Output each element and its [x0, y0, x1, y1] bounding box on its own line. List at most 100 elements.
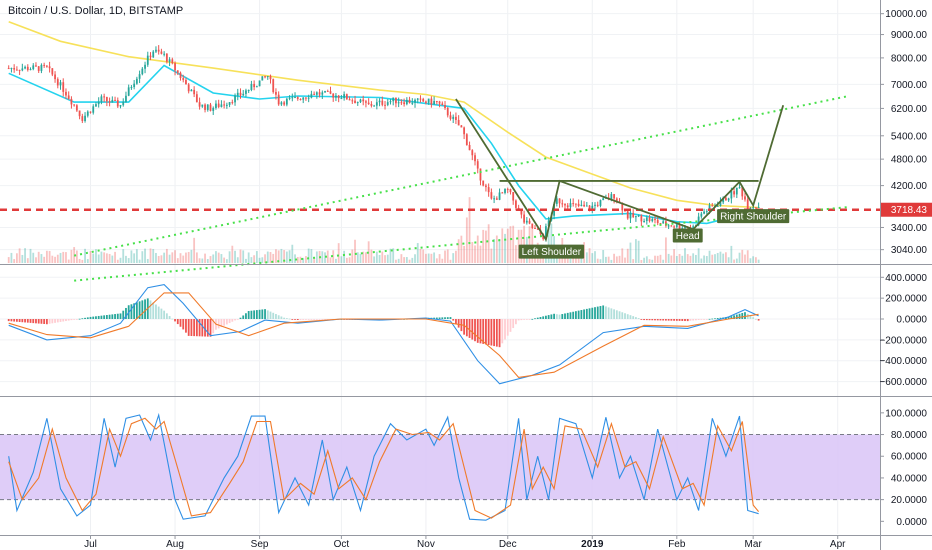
candle-body: [225, 104, 228, 106]
candle-body: [51, 68, 54, 75]
pattern-label: Head: [676, 231, 700, 242]
candle-body: [100, 96, 103, 102]
macd-histogram-bar: [626, 314, 629, 320]
candle-body: [313, 93, 316, 95]
volume-bar: [512, 225, 515, 263]
macd-histogram-bar: [198, 319, 201, 337]
candle-body: [187, 84, 190, 92]
volume-bar: [599, 259, 602, 263]
macd-histogram-bar: [217, 319, 220, 329]
volume-bar: [37, 251, 40, 263]
macd-histogram-bar: [610, 308, 613, 320]
volume-bar: [605, 256, 607, 263]
volume-bar: [329, 257, 332, 263]
macd-histogram-bar: [313, 319, 316, 320]
candle-body: [48, 66, 51, 69]
candle-body: [659, 223, 662, 225]
stochastic-tick-label: 40.0000: [891, 473, 928, 484]
volume-bar: [288, 250, 291, 263]
macd-histogram-bar: [160, 308, 163, 320]
volume-bar: [351, 249, 354, 263]
candle-body: [10, 68, 13, 70]
candle-body: [722, 197, 725, 203]
candle-body: [520, 209, 523, 215]
candle-body: [255, 86, 258, 88]
volume-bar: [635, 239, 637, 263]
macd-histogram-bar: [539, 317, 542, 320]
volume-bar: [575, 255, 577, 263]
candle-body: [389, 101, 392, 103]
volume-bar: [114, 251, 116, 263]
macd-histogram-bar: [51, 319, 54, 324]
volume-bar: [43, 256, 46, 263]
candle-body: [427, 98, 430, 103]
volume-bar: [384, 255, 386, 263]
candle-body: [501, 192, 504, 194]
macd-histogram-bar: [594, 307, 596, 320]
macd-histogram-bar: [193, 319, 196, 337]
volume-bar: [13, 259, 16, 263]
volume-bar: [62, 251, 65, 263]
volume-bar: [591, 253, 594, 263]
candle-body: [78, 110, 81, 117]
x-axis-tick-label: Nov: [417, 539, 435, 550]
macd-tick-label: −200.0000: [879, 335, 927, 346]
x-axis-tick-label: Aug: [166, 539, 184, 550]
candle-body: [512, 192, 515, 201]
volume-bar: [228, 251, 231, 263]
grid: [0, 0, 880, 534]
volume-bar: [340, 256, 343, 263]
macd-histogram-bar: [719, 317, 722, 320]
volume-bar: [195, 252, 198, 263]
macd-histogram-bar: [275, 314, 277, 320]
candle-body: [757, 207, 760, 209]
candle-body: [310, 93, 313, 98]
macd-histogram-bar: [754, 318, 757, 320]
candle-body: [716, 205, 719, 207]
candle-body: [223, 104, 226, 106]
candle-body: [746, 199, 749, 209]
candle-body: [275, 92, 277, 95]
macd-histogram-bar: [111, 314, 114, 320]
candle-body: [130, 87, 133, 89]
volume-bar: [130, 250, 133, 263]
volume-bar: [152, 248, 155, 263]
macd-histogram-bar: [81, 318, 84, 320]
candle-body: [280, 102, 283, 105]
volume-bar: [395, 259, 397, 263]
candle-body: [168, 59, 171, 62]
candle-body: [452, 116, 455, 119]
volume-bar: [212, 254, 215, 263]
price-tick-label: 3400.00: [891, 223, 928, 234]
candle-body: [594, 204, 596, 206]
macd-histogram-bar: [446, 317, 449, 320]
volume-bar: [315, 251, 318, 263]
volume-bar: [425, 253, 427, 263]
volume-bar: [397, 258, 400, 263]
macd-histogram-bar: [695, 319, 697, 321]
macd-histogram-bar: [703, 319, 705, 320]
candle-body: [425, 101, 427, 103]
volume-bar: [29, 248, 32, 263]
macd-histogram-bar: [231, 319, 234, 322]
candle-body: [116, 100, 119, 107]
x-axis-tick-label: 2019: [581, 539, 604, 550]
volume-bar: [711, 254, 714, 263]
candle-body: [272, 79, 275, 93]
volume-bar: [373, 256, 376, 263]
volume-bar: [714, 254, 716, 263]
candle-body: [343, 94, 346, 99]
candle-body: [114, 99, 116, 101]
candle-body: [572, 203, 575, 205]
volume-bar: [640, 259, 643, 263]
macd-histogram-bar: [255, 310, 258, 320]
macd-histogram-bar: [501, 319, 504, 344]
candle-body: [523, 214, 526, 223]
macd-histogram-bar: [670, 319, 673, 321]
candle-body: [73, 104, 76, 106]
volume-bar: [689, 255, 692, 263]
volume-bar: [253, 255, 256, 263]
macd-histogram-bar: [583, 309, 585, 320]
candle-body: [35, 65, 37, 67]
macd-histogram-bar: [138, 301, 141, 320]
